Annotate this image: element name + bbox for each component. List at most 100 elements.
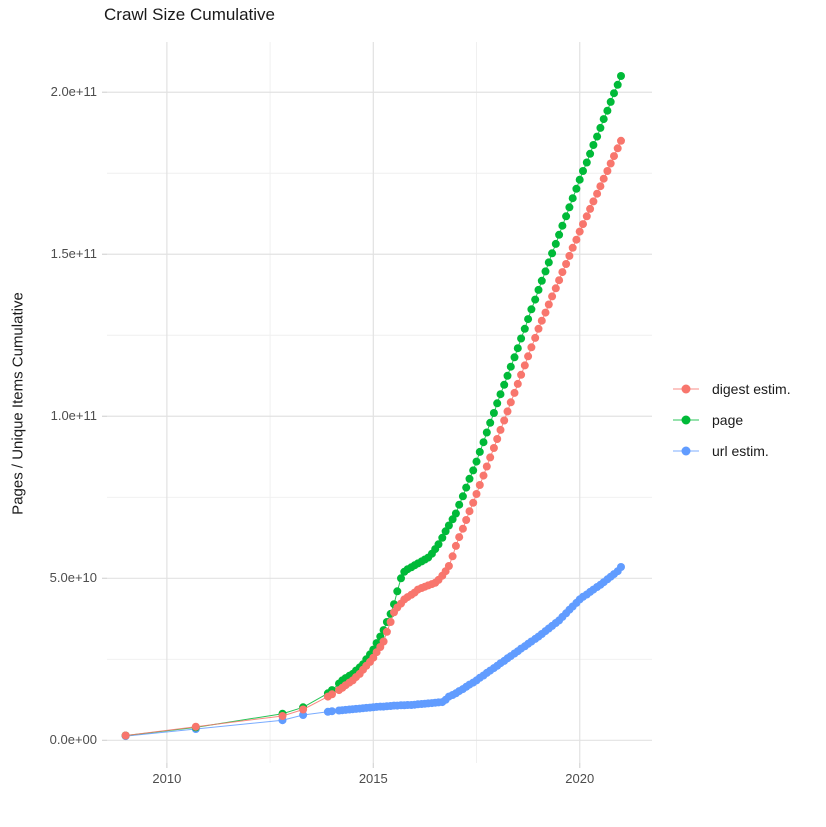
data-point-digest: [599, 174, 608, 183]
data-point-digest: [328, 690, 336, 699]
data-point-digest: [379, 637, 388, 646]
legend-item-digest: digest estim.: [672, 373, 791, 404]
data-point-digest: [562, 260, 571, 268]
data-point-page: [393, 587, 402, 596]
data-point-digest: [558, 268, 567, 277]
data-point-page: [451, 509, 460, 518]
data-point-digest: [469, 498, 478, 507]
data-point-page: [506, 362, 515, 371]
legend-key-dot: [681, 415, 691, 424]
data-point-digest: [493, 435, 502, 443]
data-point-page: [593, 132, 602, 141]
data-point-digest: [555, 276, 564, 285]
legend-item-url: url estim.: [672, 435, 791, 466]
data-point-page: [565, 203, 574, 212]
data-point-page: [617, 72, 625, 80]
data-point-digest: [572, 235, 581, 244]
x-tick-label: 2010: [152, 771, 182, 786]
data-point-page: [582, 158, 591, 167]
data-point-page: [531, 295, 540, 304]
data-point-page: [534, 285, 543, 294]
data-point-digest: [534, 324, 543, 333]
y-tick-label: 5.0e+10: [49, 570, 97, 586]
data-point-digest: [582, 212, 591, 221]
data-point-digest: [513, 379, 522, 388]
data-point-page: [517, 334, 526, 343]
legend-label: page: [712, 411, 744, 428]
data-point-page: [596, 123, 605, 132]
data-point-page: [527, 305, 536, 314]
data-point-page: [444, 521, 453, 530]
data-point-page: [493, 399, 502, 408]
data-point-page: [586, 149, 595, 158]
data-point-digest: [613, 144, 622, 153]
data-point-digest: [455, 533, 464, 542]
data-point-page: [541, 267, 550, 276]
data-point-page: [472, 457, 481, 466]
data-point-digest: [537, 316, 546, 325]
data-point-url: [299, 711, 308, 719]
y-tick-label: 0.0e+00: [49, 732, 97, 748]
data-point-digest: [191, 722, 200, 731]
data-point-page: [520, 324, 529, 333]
legend-key-icon: [673, 384, 699, 393]
data-point-digest: [531, 333, 540, 342]
data-point-digest: [506, 398, 515, 407]
data-point-digest: [482, 462, 491, 471]
data-point-digest: [458, 524, 467, 533]
x-tick-label: 2020: [565, 771, 595, 786]
data-point-page: [537, 276, 546, 285]
data-point-digest: [299, 705, 308, 714]
data-point-digest: [451, 541, 460, 550]
data-point-page: [544, 258, 553, 267]
data-point-digest: [603, 167, 612, 175]
data-point-page: [475, 447, 484, 456]
data-point-digest: [606, 159, 615, 168]
chart-title: Crawl Size Cumulative: [104, 5, 275, 24]
data-point-page: [489, 409, 498, 417]
data-point-digest: [541, 308, 550, 317]
data-point-page: [503, 371, 512, 380]
legend-item-page: page: [672, 404, 791, 435]
data-point-digest: [386, 618, 395, 626]
data-point-url: [328, 707, 336, 716]
y-tick-label: 1.0e+11: [50, 408, 97, 424]
data-point-page: [579, 167, 587, 175]
y-tick-label: 1.5e+11: [50, 246, 97, 262]
data-point-page: [438, 533, 447, 542]
data-point-digest: [486, 453, 495, 462]
data-point-digest: [596, 182, 605, 191]
data-point-digest: [593, 189, 602, 198]
data-point-page: [568, 194, 577, 203]
data-point-digest: [544, 300, 553, 309]
data-point-digest: [121, 731, 130, 740]
data-point-page: [603, 106, 612, 115]
data-point-digest: [524, 352, 533, 361]
data-point-page: [606, 97, 615, 106]
data-point-page: [441, 527, 450, 536]
data-point-page: [469, 466, 478, 475]
data-point-page: [462, 483, 471, 492]
data-point-digest: [589, 197, 598, 206]
data-point-digest: [586, 204, 595, 213]
data-point-digest: [382, 627, 391, 636]
data-point-page: [575, 175, 584, 184]
data-point-digest: [489, 444, 498, 452]
data-point-digest: [575, 227, 584, 236]
data-point-digest: [496, 425, 505, 434]
data-point-digest: [617, 136, 625, 145]
data-point-digest: [278, 712, 287, 720]
data-point-page: [610, 89, 618, 98]
data-point-digest: [520, 361, 529, 370]
data-point-digest: [503, 407, 512, 416]
legend-key-dot: [681, 384, 691, 393]
data-point-page: [551, 239, 560, 248]
data-point-page: [455, 500, 464, 509]
data-point-digest: [579, 220, 587, 229]
data-point-digest: [610, 152, 618, 161]
legend-label: digest estim.: [712, 380, 791, 397]
data-point-url: [617, 563, 625, 571]
data-point-digest: [472, 490, 481, 498]
data-point-digest: [551, 284, 560, 293]
